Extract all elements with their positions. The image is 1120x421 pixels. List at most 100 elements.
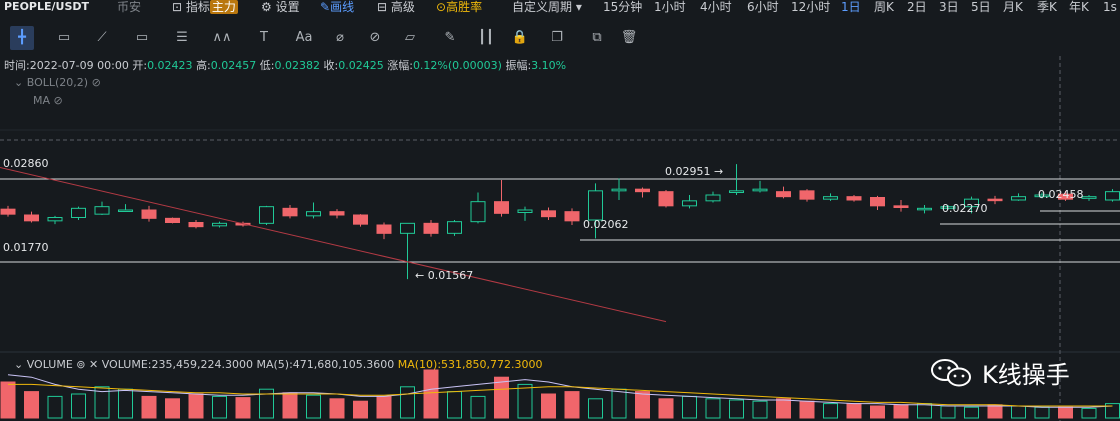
candle-body <box>1034 194 1050 198</box>
period-tab-1[interactable]: 1小时 <box>654 0 686 14</box>
eye-off-icon[interactable]: ⊘ <box>91 76 101 89</box>
candle-body <box>893 205 909 208</box>
eye-off-icon[interactable]: ⊘ <box>53 94 63 107</box>
wechat-icon <box>931 359 971 387</box>
period-tab-12[interactable]: 年K <box>1069 0 1089 14</box>
period-tab-8[interactable]: 3日 <box>939 0 959 14</box>
symbol-label[interactable]: PEOPLE/USDT <box>4 0 90 13</box>
period-tab-10[interactable]: 月K <box>1003 0 1023 14</box>
volume-bar <box>259 388 274 419</box>
crosshair-icon[interactable]: ╋ <box>10 26 34 50</box>
volume-bar <box>1058 406 1073 419</box>
settings-label: 设置 <box>275 0 300 14</box>
caret-icon: ⌄ <box>14 358 24 371</box>
volume-bar <box>447 391 462 419</box>
eraser-icon[interactable]: ⌀ <box>336 30 344 45</box>
volume-bar <box>141 395 157 419</box>
custom-period-button[interactable]: 自定义周期 ▾ <box>512 0 582 14</box>
volume-bar <box>118 388 133 419</box>
volume-bar <box>188 393 204 419</box>
custom-period-label: 自定义周期 <box>512 0 573 14</box>
period-tab-3[interactable]: 6小时 <box>747 0 779 14</box>
volume-bar <box>635 391 650 419</box>
volume-bar <box>729 399 744 419</box>
open-value: 0.02423 <box>147 59 193 72</box>
close-label: 收: <box>323 59 339 72</box>
indicator-label: 指标 <box>185 0 210 14</box>
text-icon[interactable]: T <box>260 30 268 45</box>
candle-body <box>682 200 697 207</box>
settings-icon[interactable]: ⊚ <box>76 358 86 371</box>
caret-icon: ⌄ <box>14 76 24 89</box>
period-tab-9[interactable]: 5日 <box>971 0 991 14</box>
volume-bar <box>564 391 580 419</box>
candle-body <box>1058 193 1073 200</box>
level-label-upper: 0.02860 <box>3 157 49 170</box>
candle-body <box>1105 191 1120 201</box>
parallel-channel-icon[interactable]: ☰ <box>176 30 188 45</box>
ruler-icon[interactable]: ▱ <box>405 30 415 45</box>
volume-bar <box>1034 406 1050 419</box>
volume-bar <box>470 395 486 419</box>
volume-bar <box>846 403 862 419</box>
candle-body <box>141 209 157 219</box>
draw-button[interactable]: ✎画线 <box>320 0 354 14</box>
candle-body <box>47 217 63 222</box>
low-label: 低: <box>259 59 275 72</box>
wave-icon[interactable]: ∧∧ <box>212 30 232 45</box>
period-tab-7[interactable]: 2日 <box>907 0 927 14</box>
layers-icon[interactable]: ⧉ <box>592 30 602 45</box>
level-label-right-top: 0.02458 <box>1038 188 1084 201</box>
boll-indicator[interactable]: ⌄ BOLL(20,2) ⊘ <box>14 76 101 89</box>
period-tab-13[interactable]: 1s <box>1103 0 1117 14</box>
ma-indicator[interactable]: MA ⊘ <box>33 94 63 107</box>
candle-body <box>964 198 979 208</box>
volume-bar <box>705 398 721 419</box>
rectangle-icon[interactable]: ▭ <box>135 30 149 45</box>
trend-line-icon[interactable]: ⟋ <box>97 30 107 45</box>
candle-body <box>517 209 533 213</box>
winrate-button[interactable]: ⊙高胜率 <box>436 0 482 14</box>
copy-icon[interactable]: ❐ <box>551 30 563 45</box>
volume-bar <box>282 392 298 419</box>
drawing-toolbar: ╋ ▭ ⟋ ▭ ☰ ∧∧ T Aa ⌀ ⊘ ▱ ✎ ┃┃ 🔒 ❐ ⧉ 🗑 <box>0 22 1120 54</box>
candle-body <box>259 206 274 224</box>
advanced-icon: ⊟ <box>377 0 388 14</box>
candle-body <box>329 211 345 216</box>
candle-body <box>282 207 298 217</box>
magnet-icon[interactable]: ⊘ <box>369 30 381 45</box>
volume-bar <box>1011 405 1026 419</box>
max-price-label: 0.02951 → <box>665 165 724 178</box>
volume-bar <box>940 405 956 419</box>
period-tab-11[interactable]: 季K <box>1037 0 1057 14</box>
candle-body <box>776 191 791 198</box>
high-label: 高: <box>196 59 211 72</box>
pencil-icon[interactable]: ✎ <box>444 30 456 45</box>
high-value: 0.02457 <box>210 59 257 72</box>
period-tab-2[interactable]: 4小时 <box>700 0 732 14</box>
indicator-button[interactable]: ⊡ 指标 主力 <box>172 0 238 14</box>
horizontal-line-icon[interactable]: ▭ <box>57 30 71 45</box>
period-tab-0[interactable]: 15分钟 <box>603 0 643 14</box>
advanced-button[interactable]: ⊟ 高级 <box>377 0 415 14</box>
close-icon[interactable]: ✕ <box>89 358 99 371</box>
candles-icon[interactable]: ┃┃ <box>478 30 494 45</box>
amp-value: 3.10% <box>531 59 567 72</box>
candle-body <box>987 198 1003 202</box>
candle-body <box>564 211 580 222</box>
volume-header: ⌄ VOLUME ⊚ ✕ VOLUME:235,459,224.3000 MA(… <box>14 358 543 371</box>
period-tab-5[interactable]: 1日 <box>841 0 861 14</box>
candle-body <box>400 222 415 234</box>
change-value: 0.12%(0.00003) <box>412 59 502 72</box>
font-icon[interactable]: Aa <box>295 30 313 45</box>
open-label: 开: <box>132 59 148 72</box>
volume-bar <box>0 381 16 419</box>
period-tab-4[interactable]: 12小时 <box>791 0 831 14</box>
period-tab-6[interactable]: 周K <box>874 0 894 14</box>
candle-body <box>188 222 204 228</box>
lock-icon[interactable]: 🔒 <box>511 30 529 45</box>
settings-button[interactable]: ⚙ 设置 <box>261 0 300 14</box>
volume-title: VOLUME <box>26 358 73 371</box>
trash-icon[interactable]: 🗑 <box>620 30 638 45</box>
